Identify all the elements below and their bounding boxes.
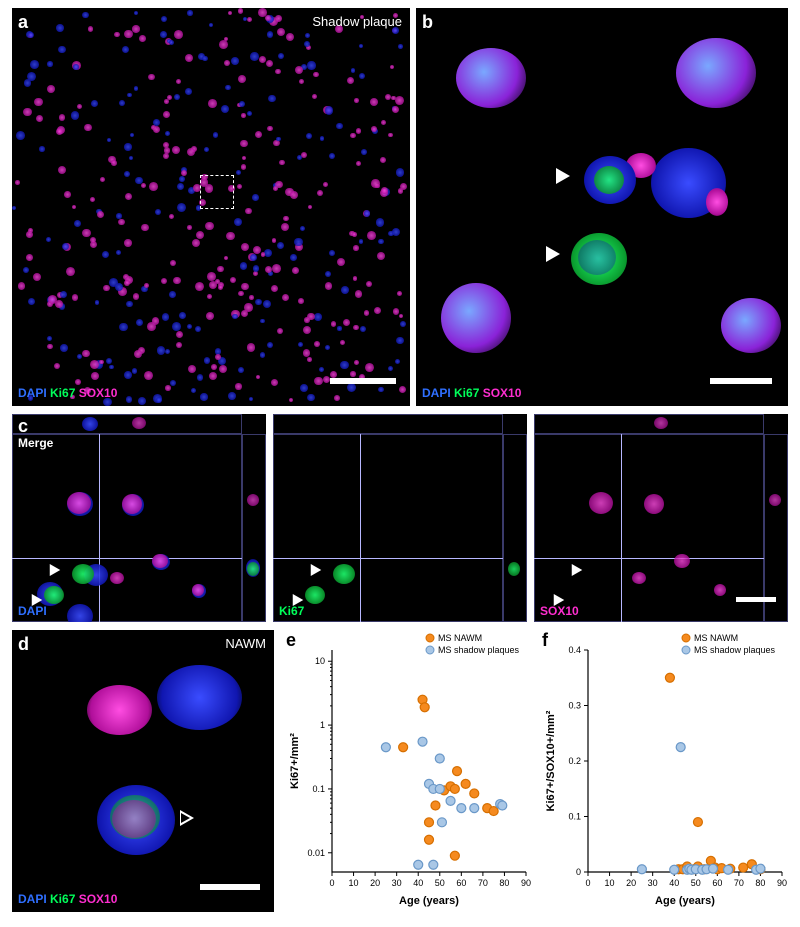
panel-c-3: SOX10 — [534, 414, 788, 622]
panel-e: e 0 10 20 30 40 50 60 70 80 90 0.01 0.1 1 10 Age (year… — [284, 630, 532, 912]
figure-root: a Shadow plaque DAPI Ki67 SOX10 b DAPI — [12, 8, 788, 918]
arrowhead-icon — [556, 168, 570, 184]
svg-text:50: 50 — [435, 878, 445, 888]
nucleus — [578, 240, 616, 275]
scalebar-c — [736, 597, 776, 602]
svg-text:80: 80 — [755, 878, 765, 888]
channel-c2: Ki67 — [279, 604, 304, 618]
svg-text:0.4: 0.4 — [568, 645, 581, 655]
svg-text:10: 10 — [605, 878, 615, 888]
svg-text:0: 0 — [585, 878, 590, 888]
panel-f: f 0 10 20 30 40 50 60 70 80 90 0 0.1 0.2 0.3 0.4 Age (y… — [540, 630, 788, 912]
svg-text:0.01: 0.01 — [307, 848, 325, 858]
svg-text:10: 10 — [315, 656, 325, 666]
svg-text:MS NAWM: MS NAWM — [438, 633, 482, 643]
arrowhead-icon — [546, 246, 560, 262]
sox10-signal — [112, 800, 156, 838]
svg-text:10: 10 — [349, 878, 359, 888]
svg-text:70: 70 — [478, 878, 488, 888]
svg-text:20: 20 — [626, 878, 636, 888]
scalebar-d — [200, 884, 260, 890]
panel-c-1: c Merge DAPI — [12, 414, 266, 622]
ki67-label: Ki67 — [50, 386, 75, 400]
svg-text:40: 40 — [669, 878, 679, 888]
region-d: NAWM — [225, 636, 266, 651]
svg-text:60: 60 — [456, 878, 466, 888]
svg-text:0: 0 — [329, 878, 334, 888]
ortho-view-sox10 — [534, 414, 788, 622]
channel-b: DAPI Ki67 SOX10 — [422, 386, 521, 400]
svg-text:80: 80 — [499, 878, 509, 888]
nucleus — [157, 665, 242, 730]
svg-text:70: 70 — [734, 878, 744, 888]
scalebar-b — [710, 378, 772, 384]
svg-text:0.1: 0.1 — [568, 812, 581, 822]
roi-box — [200, 175, 234, 209]
panel-b: b DAPI Ki67 SOX10 — [416, 8, 788, 406]
svg-text:60: 60 — [712, 878, 722, 888]
panel-a: a Shadow plaque DAPI Ki67 SOX10 — [12, 8, 410, 406]
svg-text:Age (years): Age (years) — [399, 895, 459, 907]
svg-text:Age (years): Age (years) — [655, 895, 715, 907]
nucleus — [721, 298, 781, 353]
svg-text:MS shadow plaques: MS shadow plaques — [694, 645, 776, 655]
arrowhead-open-icon — [180, 810, 194, 826]
letter-c: c — [18, 416, 28, 437]
channel-d: DAPI Ki67 SOX10 — [18, 892, 117, 906]
letter-e: e — [286, 630, 296, 651]
svg-text:90: 90 — [777, 878, 787, 888]
nucleus — [456, 48, 526, 108]
ki67-signal — [594, 166, 624, 194]
svg-text:40: 40 — [413, 878, 423, 888]
svg-text:Ki67+/mm²: Ki67+/mm² — [289, 733, 301, 789]
svg-text:Ki67+/SOX10+/mm²: Ki67+/SOX10+/mm² — [545, 710, 557, 811]
dapi-label: DAPI — [18, 386, 47, 400]
letter-f: f — [542, 630, 548, 651]
merge-label: Merge — [18, 436, 53, 450]
nucleus — [676, 38, 756, 108]
svg-text:MS shadow plaques: MS shadow plaques — [438, 645, 520, 655]
letter-b: b — [422, 12, 433, 33]
panel-c-2: Ki67 — [273, 414, 527, 622]
svg-text:30: 30 — [392, 878, 402, 888]
nucleus — [441, 283, 511, 353]
svg-text:MS NAWM: MS NAWM — [694, 633, 738, 643]
panel-d: d NAWM DAPI Ki67 SOX10 — [12, 630, 274, 912]
svg-text:50: 50 — [691, 878, 701, 888]
nucleus — [706, 188, 728, 216]
sox10-label: SOX10 — [79, 386, 118, 400]
channel-c1: DAPI — [18, 604, 47, 618]
channel-c3: SOX10 — [540, 604, 579, 618]
svg-text:0.1: 0.1 — [312, 784, 325, 794]
region-a: Shadow plaque — [312, 14, 402, 29]
nucleus — [87, 685, 152, 735]
svg-text:0.3: 0.3 — [568, 701, 581, 711]
scatter-chart-e: 0 10 20 30 40 50 60 70 80 90 0.01 0.1 1 10 Age (years)… — [284, 630, 532, 912]
channel-a: DAPI Ki67 SOX10 — [18, 386, 117, 400]
svg-text:20: 20 — [370, 878, 380, 888]
svg-text:30: 30 — [648, 878, 658, 888]
svg-text:0.2: 0.2 — [568, 756, 581, 766]
svg-text:0: 0 — [576, 867, 581, 877]
letter-d: d — [18, 634, 29, 655]
scatter-chart-f: 0 10 20 30 40 50 60 70 80 90 0 0.1 0.2 0.3 0.4 Age (yea… — [540, 630, 788, 912]
scalebar-a — [330, 378, 396, 384]
svg-text:90: 90 — [521, 878, 531, 888]
svg-text:1: 1 — [320, 720, 325, 730]
ortho-view-ki67 — [273, 414, 527, 622]
letter-a: a — [18, 12, 28, 33]
